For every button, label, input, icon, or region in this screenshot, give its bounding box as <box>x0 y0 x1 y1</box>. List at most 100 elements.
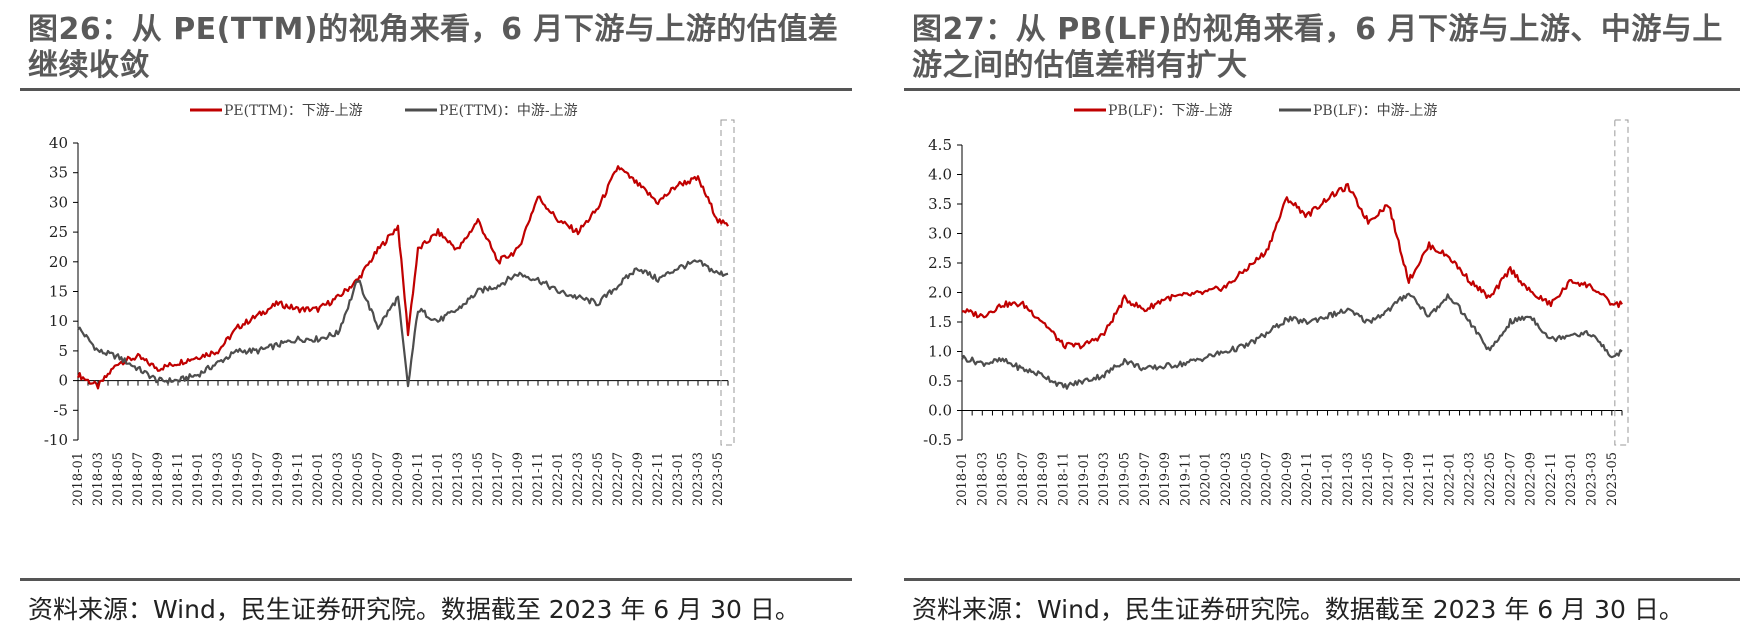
x-tick-label: 2021-09 <box>1402 452 1417 506</box>
x-tick-label: 2023-01 <box>1564 452 1579 506</box>
x-tick-label: 2021-01 <box>431 452 446 506</box>
x-tick-label: 2022-03 <box>571 452 586 506</box>
x-tick-label: 2020-09 <box>1280 452 1295 506</box>
y-tick-label: 1.0 <box>928 343 952 361</box>
x-tick-label: 2022-07 <box>1503 452 1518 506</box>
x-tick-label: 2018-07 <box>1016 452 1031 506</box>
highlight-box <box>720 119 735 446</box>
top-divider <box>904 88 1740 91</box>
x-tick-label: 2019-07 <box>1138 452 1153 506</box>
x-tick-label: 2022-09 <box>1524 452 1539 506</box>
x-tick-label: 2020-11 <box>411 452 426 506</box>
x-tick-label: 2018-07 <box>131 452 146 506</box>
legend-label: PE(TTM)：中游-上游 <box>439 103 578 119</box>
x-tick-label: 2019-03 <box>211 452 226 506</box>
x-tick-label: 2018-03 <box>91 452 106 506</box>
x-tick-label: 2019-03 <box>1097 452 1112 506</box>
x-tick-label: 2019-09 <box>1158 452 1173 506</box>
x-tick-label: 2020-03 <box>331 452 346 506</box>
x-tick-label: 2019-01 <box>191 452 206 506</box>
x-tick-label: 2021-05 <box>471 452 486 506</box>
y-tick-label: 2.5 <box>928 254 952 272</box>
top-divider <box>20 88 852 91</box>
y-tick-label: -0.5 <box>923 431 952 449</box>
y-tick-label: 35 <box>49 164 68 182</box>
y-tick-label: 20 <box>49 253 68 271</box>
x-tick-label: 2022-07 <box>611 452 626 506</box>
x-tick-label: 2021-11 <box>531 452 546 506</box>
series-line-downstream <box>76 165 729 390</box>
y-tick-label: 15 <box>49 283 68 301</box>
chart-panel-left: 图26：从 PE(TTM)的视角来看，6 月下游与上游的估值差继续收敛 PE(T… <box>20 0 852 640</box>
x-tick-label: 2018-05 <box>111 452 126 506</box>
pb-lf-chart: PB(LF)：下游-上游 PB(LF)：中游-上游 4.5 4.0 3.5 3.0 2.5 2… <box>923 103 1629 506</box>
x-tick-label: 2018-01 <box>955 452 970 506</box>
x-tick-label: 2020-09 <box>391 452 406 506</box>
x-tick-label: 2019-11 <box>1178 452 1193 506</box>
highlight-box <box>1614 119 1629 446</box>
legend-label: PE(TTM)：下游-上游 <box>224 103 363 119</box>
x-tick-label: 2023-03 <box>691 452 706 506</box>
x-tick-label: 2021-07 <box>1381 452 1396 506</box>
y-tick-label: 3.5 <box>928 195 952 213</box>
y-tick-label: 2.0 <box>928 284 952 302</box>
x-tick-label: 2020-05 <box>1239 452 1254 506</box>
x-tick-label: 2022-01 <box>1442 452 1457 506</box>
x-tick-label: 2023-01 <box>671 452 686 506</box>
x-tick-label: 2022-05 <box>591 452 606 506</box>
x-tick-label: 2020-01 <box>311 452 326 506</box>
y-tick-label: 0.5 <box>928 372 952 390</box>
x-tick-label: 2018-09 <box>1036 452 1051 506</box>
x-tick-label: 2018-03 <box>975 452 990 506</box>
pe-ttm-chart: PE(TTM)：下游-上游 PE(TTM)：中游-上游 40 35 30 25 20 15 10… <box>44 103 735 506</box>
x-tick-label: 2021-11 <box>1422 452 1437 506</box>
series-line-midstream <box>77 259 729 388</box>
x-tick-label: 2019-05 <box>1117 452 1132 506</box>
x-tick-label: 2020-07 <box>1260 452 1275 506</box>
y-tick-label: 4.0 <box>928 166 952 184</box>
x-tick-label: 2020-03 <box>1219 452 1234 506</box>
legend-label: PB(LF)：中游-上游 <box>1313 103 1437 119</box>
y-tick-label: 0.0 <box>928 402 952 420</box>
series-line-midstream <box>961 292 1623 390</box>
x-tick-label: 2020-11 <box>1300 452 1315 506</box>
x-tick-label: 2021-07 <box>491 452 506 506</box>
x-tick-label: 2021-09 <box>511 452 526 506</box>
y-tick-label: 10 <box>49 312 68 330</box>
y-tick-label: -10 <box>44 431 68 449</box>
x-tick-label: 2020-07 <box>371 452 386 506</box>
x-tick-label: 2019-05 <box>231 452 246 506</box>
series-line-downstream <box>961 182 1623 350</box>
x-tick-label: 2019-11 <box>291 452 306 506</box>
x-tick-label: 2022-11 <box>1544 452 1559 506</box>
x-tick-label: 2018-01 <box>71 452 86 506</box>
y-tick-label: 0 <box>58 372 68 390</box>
x-tick-label: 2019-09 <box>271 452 286 506</box>
chart-source: 资料来源：Wind，民生证券研究院。数据截至 2023 年 6 月 30 日。 <box>912 595 1684 624</box>
x-tick-label: 2022-03 <box>1463 452 1478 506</box>
chart-title: 图26：从 PE(TTM)的视角来看，6 月下游与上游的估值差继续收敛 <box>28 12 839 83</box>
x-tick-label: 2020-05 <box>351 452 366 506</box>
y-tick-label: 25 <box>49 223 68 241</box>
x-tick-label: 2018-05 <box>996 452 1011 506</box>
x-tick-label: 2023-03 <box>1585 452 1600 506</box>
y-tick-label: 30 <box>49 193 68 211</box>
x-tick-label: 2022-11 <box>651 452 666 506</box>
bottom-divider <box>904 578 1740 581</box>
chart-panel-right: 图27：从 PB(LF)的视角来看，6 月下游与上游、中游与上游之间的估值差稍有… <box>904 0 1740 640</box>
x-tick-label: 2022-09 <box>631 452 646 506</box>
y-tick-label: 1.5 <box>928 313 952 331</box>
y-tick-label: 5 <box>58 342 68 360</box>
x-tick-label: 2022-01 <box>551 452 566 506</box>
chart-title: 图27：从 PB(LF)的视角来看，6 月下游与上游、中游与上游之间的估值差稍有… <box>912 12 1723 83</box>
x-tick-label: 2018-09 <box>151 452 166 506</box>
x-tick-label: 2022-05 <box>1483 452 1498 506</box>
y-tick-label: 4.5 <box>928 136 952 154</box>
x-tick-label: 2018-11 <box>171 452 186 506</box>
x-tick-label: 2023-05 <box>711 452 726 506</box>
y-tick-label: 3.0 <box>928 225 952 243</box>
x-tick-label: 2021-03 <box>1341 452 1356 506</box>
x-tick-label: 2019-01 <box>1077 452 1092 506</box>
x-tick-label: 2020-01 <box>1199 452 1214 506</box>
x-tick-label: 2021-01 <box>1321 452 1336 506</box>
